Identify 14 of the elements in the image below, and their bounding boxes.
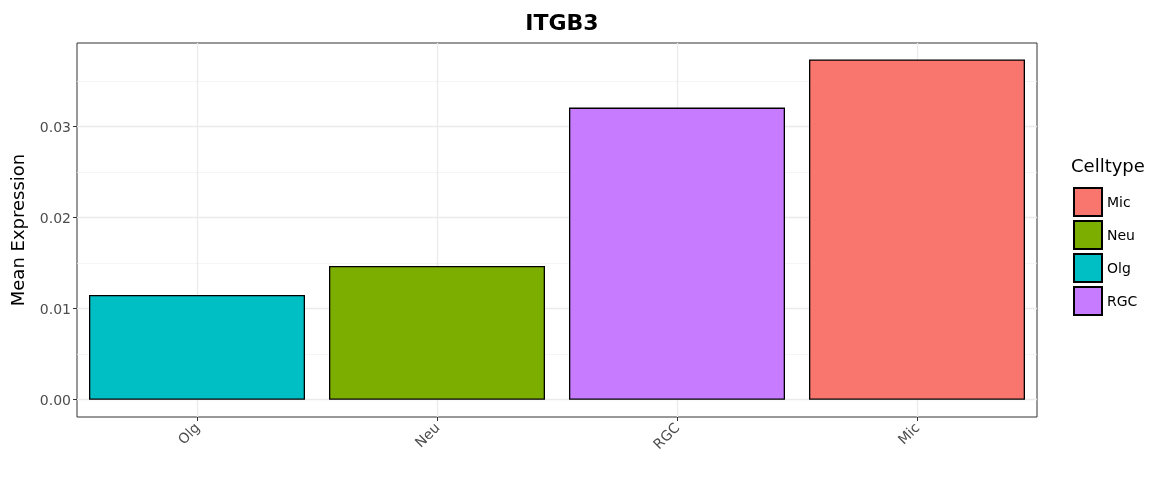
- x-tick-label: Mic: [894, 419, 923, 448]
- chart-title: ITGB3: [525, 9, 599, 35]
- y-tick-label: 0.02: [39, 209, 71, 226]
- legend-label: Olg: [1107, 260, 1131, 276]
- y-tick-label: 0.01: [39, 300, 71, 317]
- y-tick-label: 0.03: [39, 118, 71, 135]
- x-tick-label: Olg: [174, 419, 203, 448]
- x-tick-label: Neu: [411, 419, 443, 451]
- legend-label: Neu: [1107, 227, 1135, 243]
- y-axis-title: Mean Expression: [6, 153, 28, 307]
- legend-label: RGC: [1107, 293, 1138, 309]
- legend-label: Mic: [1107, 194, 1131, 210]
- legend-title: Celltype: [1071, 154, 1145, 176]
- y-tick-label: 0.00: [39, 391, 71, 408]
